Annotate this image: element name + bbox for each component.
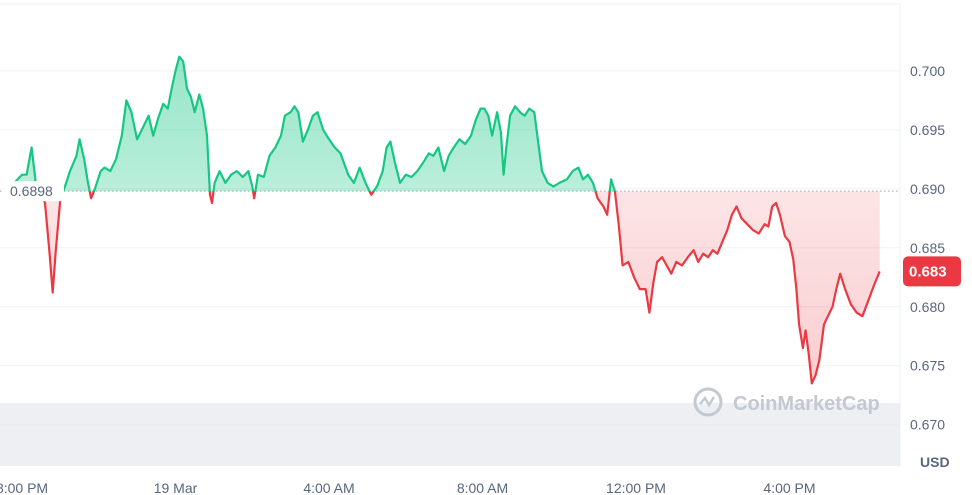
y-tick-label: 0.680 (910, 299, 945, 315)
x-axis: 8:00 PM 19 Mar 4:00 AM 8:00 AM 12:00 PM 4:00 … (0, 480, 816, 495)
x-tick-label: 19 Mar (154, 480, 198, 495)
x-tick-label: 8:00 PM (0, 480, 48, 495)
volume-bars (0, 403, 900, 466)
x-tick-label: 8:00 AM (457, 480, 508, 495)
y-tick-label: 0.695 (910, 122, 945, 138)
x-tick-label: 12:00 PM (606, 480, 666, 495)
y-tick-label: 0.675 (910, 358, 945, 374)
series-line-up[interactable] (13, 55, 879, 384)
current-price-value: 0.683 (909, 263, 947, 280)
current-price-badge: 0.683 (903, 256, 961, 287)
y-tick-label: 0.700 (910, 63, 945, 79)
area-above-baseline (14, 56, 615, 192)
watermark-text: CoinMarketCap (733, 393, 880, 415)
baseline-value: 0.6898 (10, 183, 53, 199)
coinmarketcap-logo-icon (693, 387, 723, 417)
y-axis: 0.670 0.675 0.680 0.685 0.690 0.695 0.700 (910, 63, 945, 433)
series-line-down[interactable] (14, 57, 881, 385)
baseline-label: 0.6898 (4, 181, 64, 202)
coinmarketcap-logo-mark (699, 395, 716, 408)
area-below-baseline (14, 191, 880, 384)
x-tick-label: 4:00 PM (763, 480, 815, 495)
y-tick-label: 0.685 (910, 240, 945, 256)
y-tick-label: 0.670 (910, 417, 945, 433)
coinmarketcap-watermark: CoinMarketCap (693, 387, 880, 417)
y-tick-label: 0.690 (910, 181, 945, 197)
x-tick-label: 4:00 AM (303, 480, 354, 495)
y-axis-unit: USD (920, 454, 950, 470)
